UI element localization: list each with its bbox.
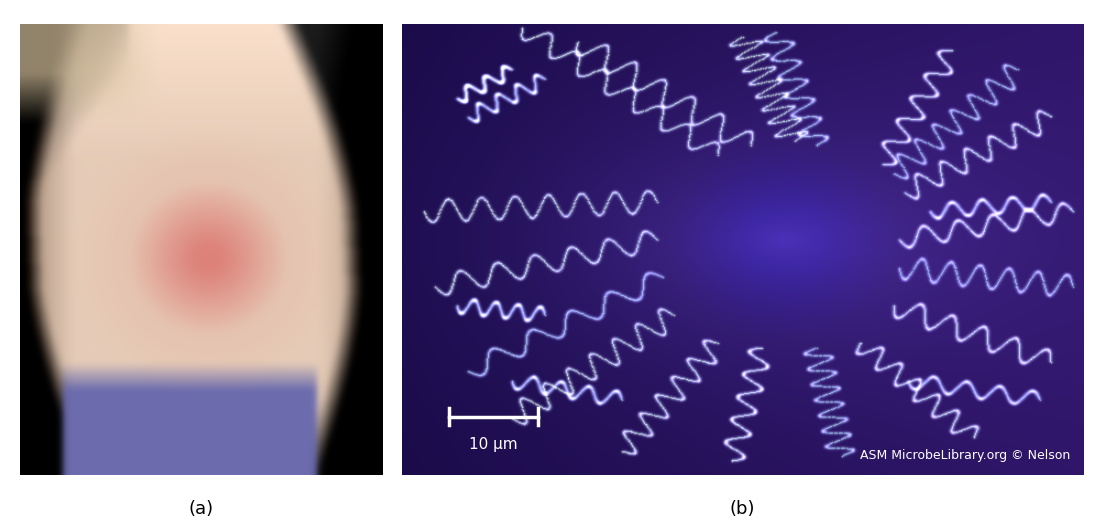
Text: (a): (a) (189, 500, 213, 518)
Text: ASM MicrobeLibrary.org © Nelson: ASM MicrobeLibrary.org © Nelson (859, 449, 1070, 461)
Text: 10 μm: 10 μm (470, 437, 518, 452)
Text: (b): (b) (729, 500, 756, 518)
